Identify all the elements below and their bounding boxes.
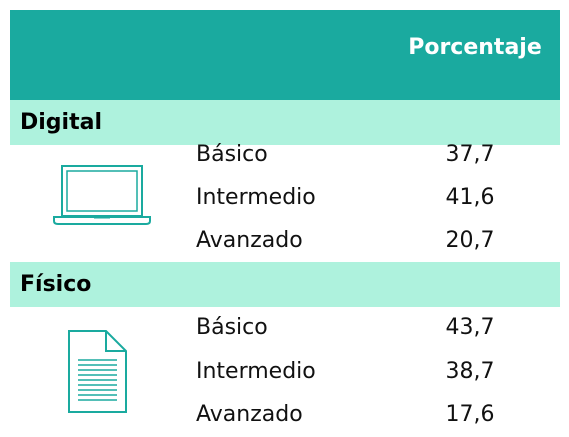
- row-label: Básico: [196, 315, 268, 340]
- row-value: 43,7: [445, 315, 495, 340]
- row-value: 37,7: [445, 142, 495, 167]
- row-value: 38,7: [445, 359, 495, 384]
- document-icon: [68, 330, 127, 413]
- section-title: Digital: [20, 110, 102, 135]
- row-label: Intermedio: [196, 359, 316, 384]
- row-label: Básico: [196, 142, 268, 167]
- laptop-icon: [53, 165, 151, 225]
- header-band: [10, 10, 560, 100]
- row-label: Avanzado: [196, 228, 303, 253]
- section-title: Físico: [20, 272, 92, 297]
- section-band: [10, 100, 560, 145]
- row-label: Intermedio: [196, 185, 316, 210]
- section-band: [10, 262, 560, 307]
- row-value: 20,7: [445, 228, 495, 253]
- row-value: 41,6: [445, 185, 495, 210]
- row-value: 17,6: [445, 402, 495, 427]
- column-title: Porcentaje: [408, 35, 542, 60]
- row-label: Avanzado: [196, 402, 303, 427]
